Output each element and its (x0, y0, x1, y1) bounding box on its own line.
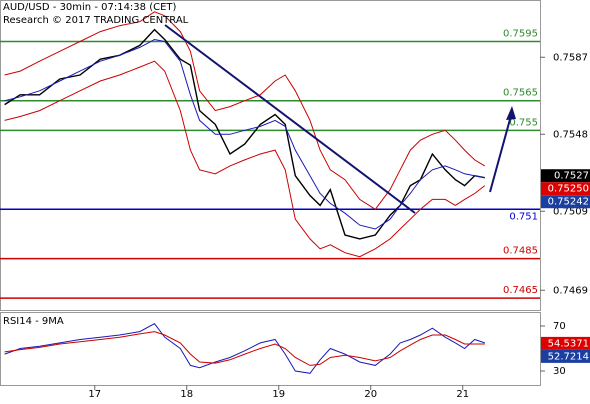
level-label-text: 0.751 (509, 211, 538, 222)
y-tick-label: 0.7548 (553, 129, 588, 140)
price-panel (0, 0, 541, 311)
price-tag (541, 195, 590, 209)
label-bg (507, 210, 540, 223)
price-tag (541, 169, 590, 183)
y-tick-label: 0.7587 (553, 52, 588, 63)
price-tag-label: 0.75242 (548, 197, 589, 208)
arrow-head (506, 106, 516, 120)
projection-arrow (489, 111, 513, 193)
chart-subtitle: Research © 2017 TRADING CENTRAL (3, 15, 189, 26)
level-label-text: 0.7485 (503, 246, 538, 257)
x-tick-label: 21 (456, 389, 469, 400)
label-bg (501, 244, 540, 257)
label-bg (501, 27, 540, 40)
price-tag-label: 52.7214 (548, 351, 589, 362)
level-label: 0.7565 (501, 86, 540, 99)
series-line (4, 11, 486, 210)
x-tick-label: 19 (272, 389, 285, 400)
level-label-text: 0.755 (509, 117, 538, 128)
level-label-text: 0.7465 (503, 285, 538, 296)
series-line (4, 38, 485, 230)
price-tag-label: 54.5371 (548, 338, 589, 349)
price-tag-label: 0.7527 (554, 171, 589, 182)
label-bg (507, 116, 540, 129)
label-bg (501, 284, 540, 297)
x-tick-label: 18 (180, 389, 193, 400)
x-tick-label: 20 (364, 389, 377, 400)
level-label: 0.7465 (501, 284, 540, 297)
series-line (4, 323, 485, 374)
price-tag (541, 349, 590, 363)
x-tick-label: 17 (88, 389, 101, 400)
y-tick-label: 0.7509 (553, 206, 588, 217)
y-tick-label: 70 (553, 321, 566, 332)
level-label-text: 0.7595 (503, 28, 538, 39)
rsi-panel (0, 312, 541, 386)
rsi-title: RSI14 - 9MA (3, 316, 64, 327)
level-label: 0.751 (507, 210, 540, 223)
level-label-text: 0.7565 (503, 88, 538, 99)
price-tag (541, 182, 590, 196)
level-label: 0.7595 (501, 27, 540, 39)
trend-line (164, 24, 416, 214)
price-tag (541, 336, 590, 350)
label-bg (501, 86, 540, 99)
level-label: 0.7485 (501, 244, 540, 257)
price-tag-label: 0.75250 (548, 184, 589, 195)
level-label: 0.755 (507, 116, 540, 129)
y-tick-label: 0.7469 (553, 285, 588, 296)
y-tick-label: 30 (553, 366, 566, 377)
chart-title: AUD/USD - 30min - 07:14:38 (CET) (3, 2, 177, 13)
series-line (4, 331, 485, 366)
series-line (4, 60, 486, 258)
